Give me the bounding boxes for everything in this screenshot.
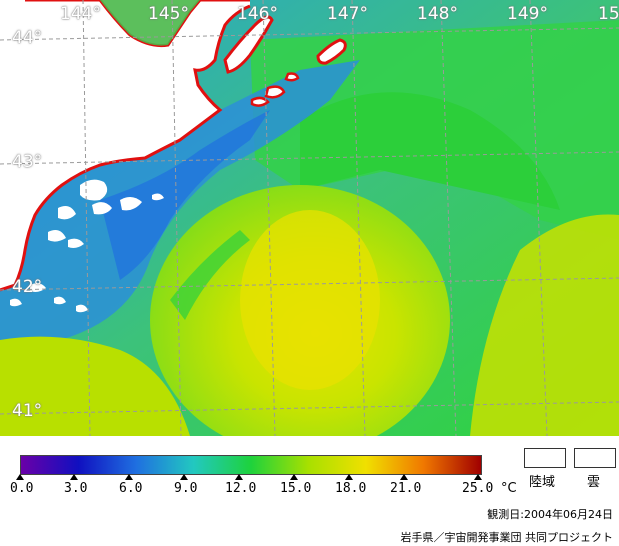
observation-date: 観測日:2004年06月24日 <box>487 508 613 521</box>
longitude-label-146: 146° <box>237 4 278 24</box>
cloud-patches <box>10 179 164 313</box>
island-small-2 <box>264 85 286 99</box>
tick-label: 15.0 <box>280 481 312 496</box>
tick-mark <box>70 474 78 480</box>
latitude-label-43: 43° <box>12 152 43 172</box>
longitude-label-149: 149° <box>507 4 548 24</box>
cloud-key-label: 雲 <box>587 475 601 490</box>
green-stripe <box>170 230 250 320</box>
tick-label: 0.0 <box>10 481 34 496</box>
cold-water-core <box>100 110 270 280</box>
tick-mark <box>180 474 188 480</box>
land-key-swatch <box>524 448 566 468</box>
sst-map-canvas <box>0 0 619 436</box>
longitude-label-150: 15 <box>598 4 619 24</box>
tick-label: 3.0 <box>64 481 88 496</box>
tick-label: 9.0 <box>174 481 198 496</box>
tick-label: 12.0 <box>225 481 257 496</box>
temperature-colorbar <box>20 455 482 475</box>
latitude-label-44: 44° <box>12 28 43 48</box>
unit-label: °C <box>501 481 517 496</box>
warm-water-east <box>470 214 619 436</box>
credit-text: 岩手県／宇宙開発事業団 共同プロジェクト <box>400 531 614 544</box>
tick-mark <box>125 474 133 480</box>
tick-label: 25.0 <box>462 481 494 496</box>
graticule <box>0 0 619 436</box>
tick-mark <box>474 474 482 480</box>
tick-mark <box>290 474 298 480</box>
latitude-label-41: 41° <box>12 401 43 421</box>
island-small-1 <box>250 96 270 107</box>
hokkaido-coastline <box>0 4 251 292</box>
latitude-label-42: 42° <box>12 277 43 297</box>
land-key-label: 陸域 <box>529 475 556 490</box>
longitude-label-144: 144° <box>60 4 101 24</box>
island-etorofu <box>316 38 347 65</box>
sea-green-band-2 <box>300 92 560 210</box>
cloud-key-swatch <box>574 448 616 468</box>
tick-label: 21.0 <box>390 481 422 496</box>
peninsula-north-fill <box>25 0 200 46</box>
sst-map: 144° 145° 146° 147° 148° 149° 15 44° 43°… <box>0 0 619 436</box>
tick-mark <box>16 474 24 480</box>
tick-label: 6.0 <box>119 481 143 496</box>
longitude-label-148: 148° <box>417 4 458 24</box>
island-kunashiri <box>223 15 274 74</box>
longitude-label-147: 147° <box>327 4 368 24</box>
island-small-3 <box>284 72 300 82</box>
tick-mark <box>345 474 353 480</box>
longitude-label-145: 145° <box>148 4 189 24</box>
tick-mark <box>235 474 243 480</box>
tick-mark <box>400 474 408 480</box>
legend: 0.0 3.0 6.0 9.0 12.0 15.0 18.0 21.0 25.0… <box>0 436 619 546</box>
warm-core-center <box>240 210 380 390</box>
hokkaido-land <box>0 0 250 290</box>
tick-label: 18.0 <box>335 481 367 496</box>
